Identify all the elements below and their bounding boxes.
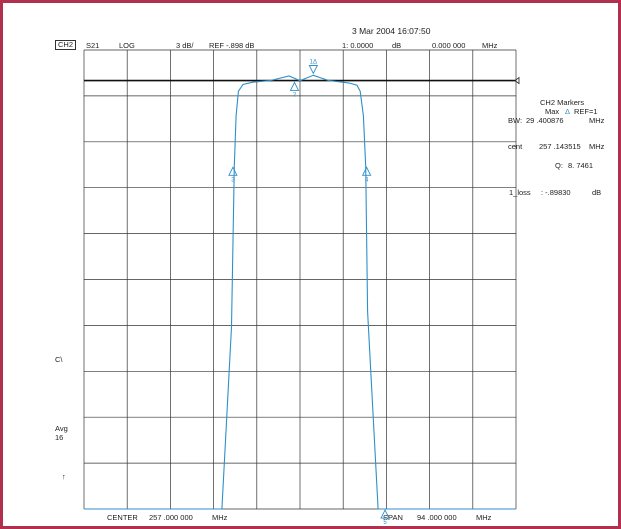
center-label: CENTER: [107, 513, 138, 522]
loss-label: 1_loss: [509, 188, 531, 197]
delta-icon: Δ: [565, 107, 571, 116]
correction-indicator: C\: [55, 355, 63, 364]
marker-2-icon: [289, 81, 300, 91]
marker-5-label: 5: [383, 520, 387, 526]
span-value: 94 .000 000: [417, 513, 457, 522]
q-value: 8. 7461: [568, 161, 594, 170]
markers-ref-label: REF=1: [574, 107, 598, 116]
markers-max-label: Max: [545, 107, 560, 116]
trace-line: [84, 74, 516, 510]
span-label: SPAN: [383, 513, 403, 522]
marker-3-label: 3: [231, 177, 235, 183]
loss-unit: dB: [592, 188, 602, 197]
reference-pointer-icon: [514, 76, 520, 85]
averaging-count: 16: [55, 433, 64, 442]
loss-value: : -.89830: [541, 188, 571, 197]
center-value: 257 .000 000: [149, 513, 193, 522]
channel-button[interactable]: CH2: [55, 40, 77, 50]
marker-2-label: 2: [293, 92, 297, 98]
marker-1-icon: [308, 65, 319, 75]
format-label[interactable]: LOG: [119, 41, 135, 50]
marker-3-icon: [228, 166, 238, 176]
arrow-up-icon: ↑: [62, 472, 66, 481]
timestamp: 3 Mar 2004 16:07:50: [352, 26, 431, 36]
bw-unit: MHz: [589, 116, 605, 125]
q-label: Q:: [555, 161, 563, 170]
marker-4-label: 4: [365, 177, 369, 183]
parameter-label[interactable]: S21: [86, 41, 100, 50]
bw-label: BW:: [508, 116, 523, 125]
marker-4-icon: [361, 166, 372, 176]
marker1-readout: 1: 0.0000: [342, 41, 374, 50]
center-unit: MHz: [212, 513, 228, 522]
averaging-label: Avg: [55, 424, 68, 433]
marker1-unit: dB: [392, 41, 402, 50]
cent-label: cent: [508, 142, 523, 151]
marker-5-icon: [380, 509, 390, 519]
span-unit: MHz: [476, 513, 492, 522]
cent-unit: MHz: [589, 142, 605, 151]
reference-label[interactable]: REF -.898 dB: [209, 41, 255, 50]
cent-value: 257 .143515: [539, 142, 581, 151]
marker-1-label: 1Δ: [310, 60, 317, 66]
marker1-frequency-unit: MHz: [482, 41, 498, 50]
markers-panel-title: CH2 Markers: [540, 98, 585, 107]
scale-label[interactable]: 3 dB/: [176, 41, 194, 50]
bw-value: 29 .400876: [526, 116, 564, 125]
marker1-frequency: 0.000 000: [432, 41, 466, 50]
